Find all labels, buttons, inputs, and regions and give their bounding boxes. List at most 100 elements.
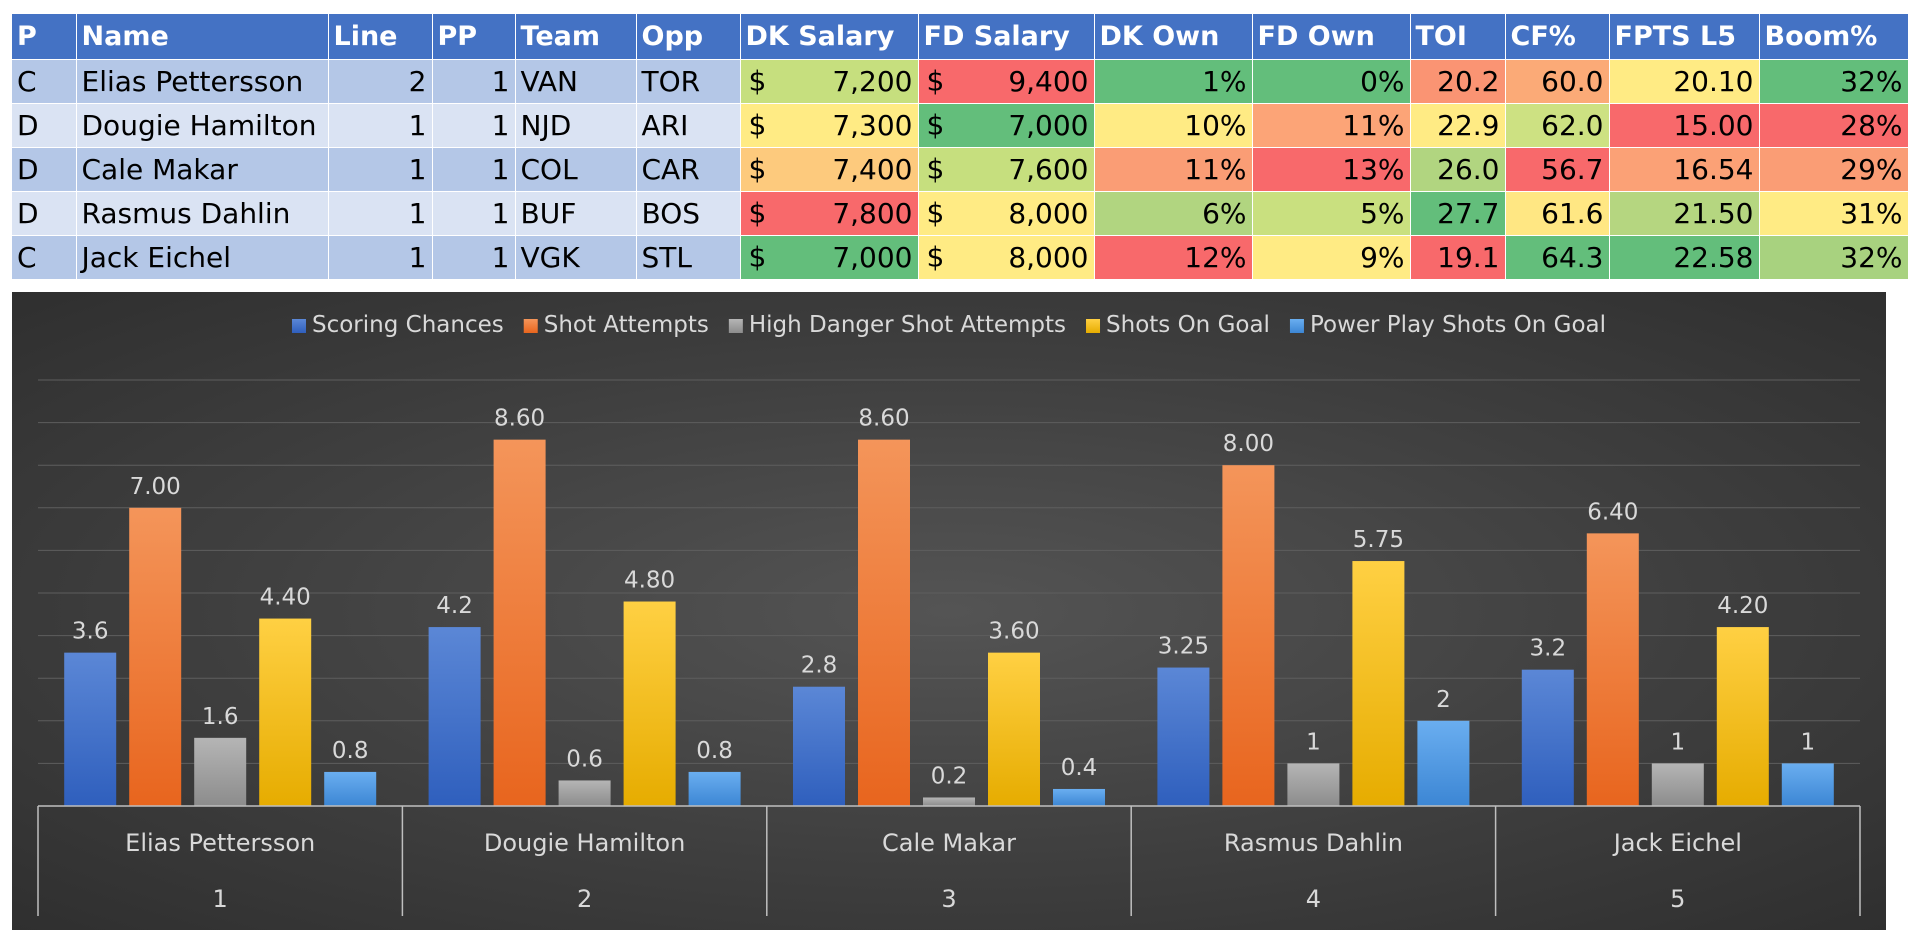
currency-symbol: $ — [748, 196, 767, 230]
salary-value: 7,300 — [832, 108, 913, 142]
cell-line: 1 — [328, 191, 433, 236]
data-label: 4.20 — [1717, 593, 1768, 619]
cell-line: 1 — [328, 147, 433, 192]
bar — [64, 652, 117, 806]
legend-label: Scoring Chances — [312, 312, 504, 338]
bar — [1651, 763, 1704, 806]
legend-label: Power Play Shots On Goal — [1310, 312, 1606, 338]
cell-name: Cale Makar — [76, 147, 329, 192]
currency-symbol: $ — [748, 108, 767, 142]
currency-symbol: $ — [926, 108, 945, 142]
cell-name: Jack Eichel — [76, 235, 329, 280]
category-label: Dougie Hamilton — [484, 829, 685, 857]
cell-p: D — [12, 191, 77, 236]
cell-dk-own: 6% — [1094, 191, 1253, 236]
data-label: 3.2 — [1530, 636, 1567, 662]
column-header: Boom% — [1759, 14, 1909, 60]
cell-pp: 1 — [432, 147, 516, 192]
data-label: 2 — [1436, 687, 1451, 713]
cell-toi: 22.9 — [1410, 103, 1506, 148]
cell-cf: 60.0 — [1505, 59, 1610, 104]
cell-fpts: 20.10 — [1609, 59, 1760, 104]
column-header: P — [12, 14, 77, 60]
cell-dk-salary: $7,800 — [740, 191, 919, 236]
column-header: CF% — [1505, 14, 1610, 60]
currency-symbol: $ — [748, 64, 767, 98]
cell-boom: 28% — [1759, 103, 1909, 148]
data-label: 0.2 — [931, 763, 968, 789]
data-label: 1.6 — [202, 704, 239, 730]
bar — [988, 652, 1040, 806]
bar — [688, 771, 741, 806]
column-header: Opp — [636, 14, 741, 60]
table-row: D Cale Makar 1 1 COL CAR $7,400 $7,600 11% 13% 26.… — [12, 147, 1909, 192]
cell-opp: STL — [636, 235, 741, 280]
cell-team: VGK — [515, 235, 637, 280]
cell-opp: ARI — [636, 103, 741, 148]
cell-fd-own: 5% — [1252, 191, 1411, 236]
bar — [1716, 627, 1769, 806]
cell-toi: 19.1 — [1410, 235, 1506, 280]
cell-fd-salary: $8,000 — [918, 235, 1095, 280]
column-header: DK Salary — [740, 14, 919, 60]
bar — [1586, 533, 1639, 806]
cell-fd-salary: $7,000 — [918, 103, 1095, 148]
data-label: 1 — [1306, 729, 1321, 755]
category-number: 3 — [941, 885, 956, 913]
data-label: 3.60 — [988, 619, 1039, 645]
data-label: 0.4 — [1061, 755, 1098, 781]
cell-line: 1 — [328, 235, 433, 280]
category-label: Rasmus Dahlin — [1224, 829, 1403, 857]
currency-symbol: $ — [926, 152, 945, 186]
bar — [858, 439, 910, 806]
cell-boom: 31% — [1759, 191, 1909, 236]
table-row: C Elias Pettersson 2 1 VAN TOR $7,200 $9,400 1% 0… — [12, 59, 1909, 104]
table-header-row: P Name Line PP Team Opp DK Salary FD Salary DK O… — [12, 14, 1909, 60]
currency-symbol: $ — [926, 64, 945, 98]
cell-toi: 20.2 — [1410, 59, 1506, 104]
cell-p: D — [12, 147, 77, 192]
data-label: 0.6 — [566, 746, 603, 772]
data-label: 4.2 — [436, 593, 473, 619]
bar — [1053, 788, 1105, 806]
bar — [194, 737, 247, 806]
cell-boom: 32% — [1759, 59, 1909, 104]
bar — [1417, 720, 1470, 806]
cell-dk-own: 12% — [1094, 235, 1253, 280]
cell-pp: 1 — [432, 103, 516, 148]
salary-value: 7,200 — [832, 64, 913, 98]
column-header: Line — [328, 14, 433, 60]
legend-label: High Danger Shot Attempts — [749, 312, 1066, 338]
column-header: FD Salary — [918, 14, 1095, 60]
currency-symbol: $ — [926, 196, 945, 230]
data-label: 0.8 — [696, 738, 733, 764]
cell-fd-own: 11% — [1252, 103, 1411, 148]
bar — [129, 507, 182, 806]
cell-dk-salary: $7,200 — [740, 59, 919, 104]
cell-team: VAN — [515, 59, 637, 104]
data-label: 8.60 — [858, 406, 909, 432]
player-stats-table: P Name Line PP Team Opp DK Salary FD Salary DK O… — [12, 14, 1909, 280]
cell-dk-own: 1% — [1094, 59, 1253, 104]
cell-name: Rasmus Dahlin — [76, 191, 329, 236]
salary-value: 7,600 — [1008, 152, 1089, 186]
cell-line: 2 — [328, 59, 433, 104]
table-row: D Dougie Hamilton 1 1 NJD ARI $7,300 $7,000 10% 1… — [12, 103, 1909, 148]
data-label: 4.40 — [260, 585, 311, 611]
legend-swatch — [1086, 319, 1101, 333]
cell-fpts: 21.50 — [1609, 191, 1760, 236]
legend-swatch — [291, 319, 306, 333]
column-header: Team — [515, 14, 637, 60]
cell-p: C — [12, 59, 77, 104]
player-shot-stats-chart: Scoring Chances Shot Attempts High Danger … — [12, 292, 1886, 930]
cell-fd-salary: $8,000 — [918, 191, 1095, 236]
currency-symbol: $ — [926, 240, 945, 274]
cell-dk-salary: $7,300 — [740, 103, 919, 148]
cell-pp: 1 — [432, 235, 516, 280]
data-label: 4.80 — [624, 568, 675, 594]
currency-symbol: $ — [748, 152, 767, 186]
bar — [558, 780, 611, 806]
cell-name: Elias Pettersson — [76, 59, 329, 104]
column-header: DK Own — [1094, 14, 1253, 60]
cell-fd-salary: $7,600 — [918, 147, 1095, 192]
